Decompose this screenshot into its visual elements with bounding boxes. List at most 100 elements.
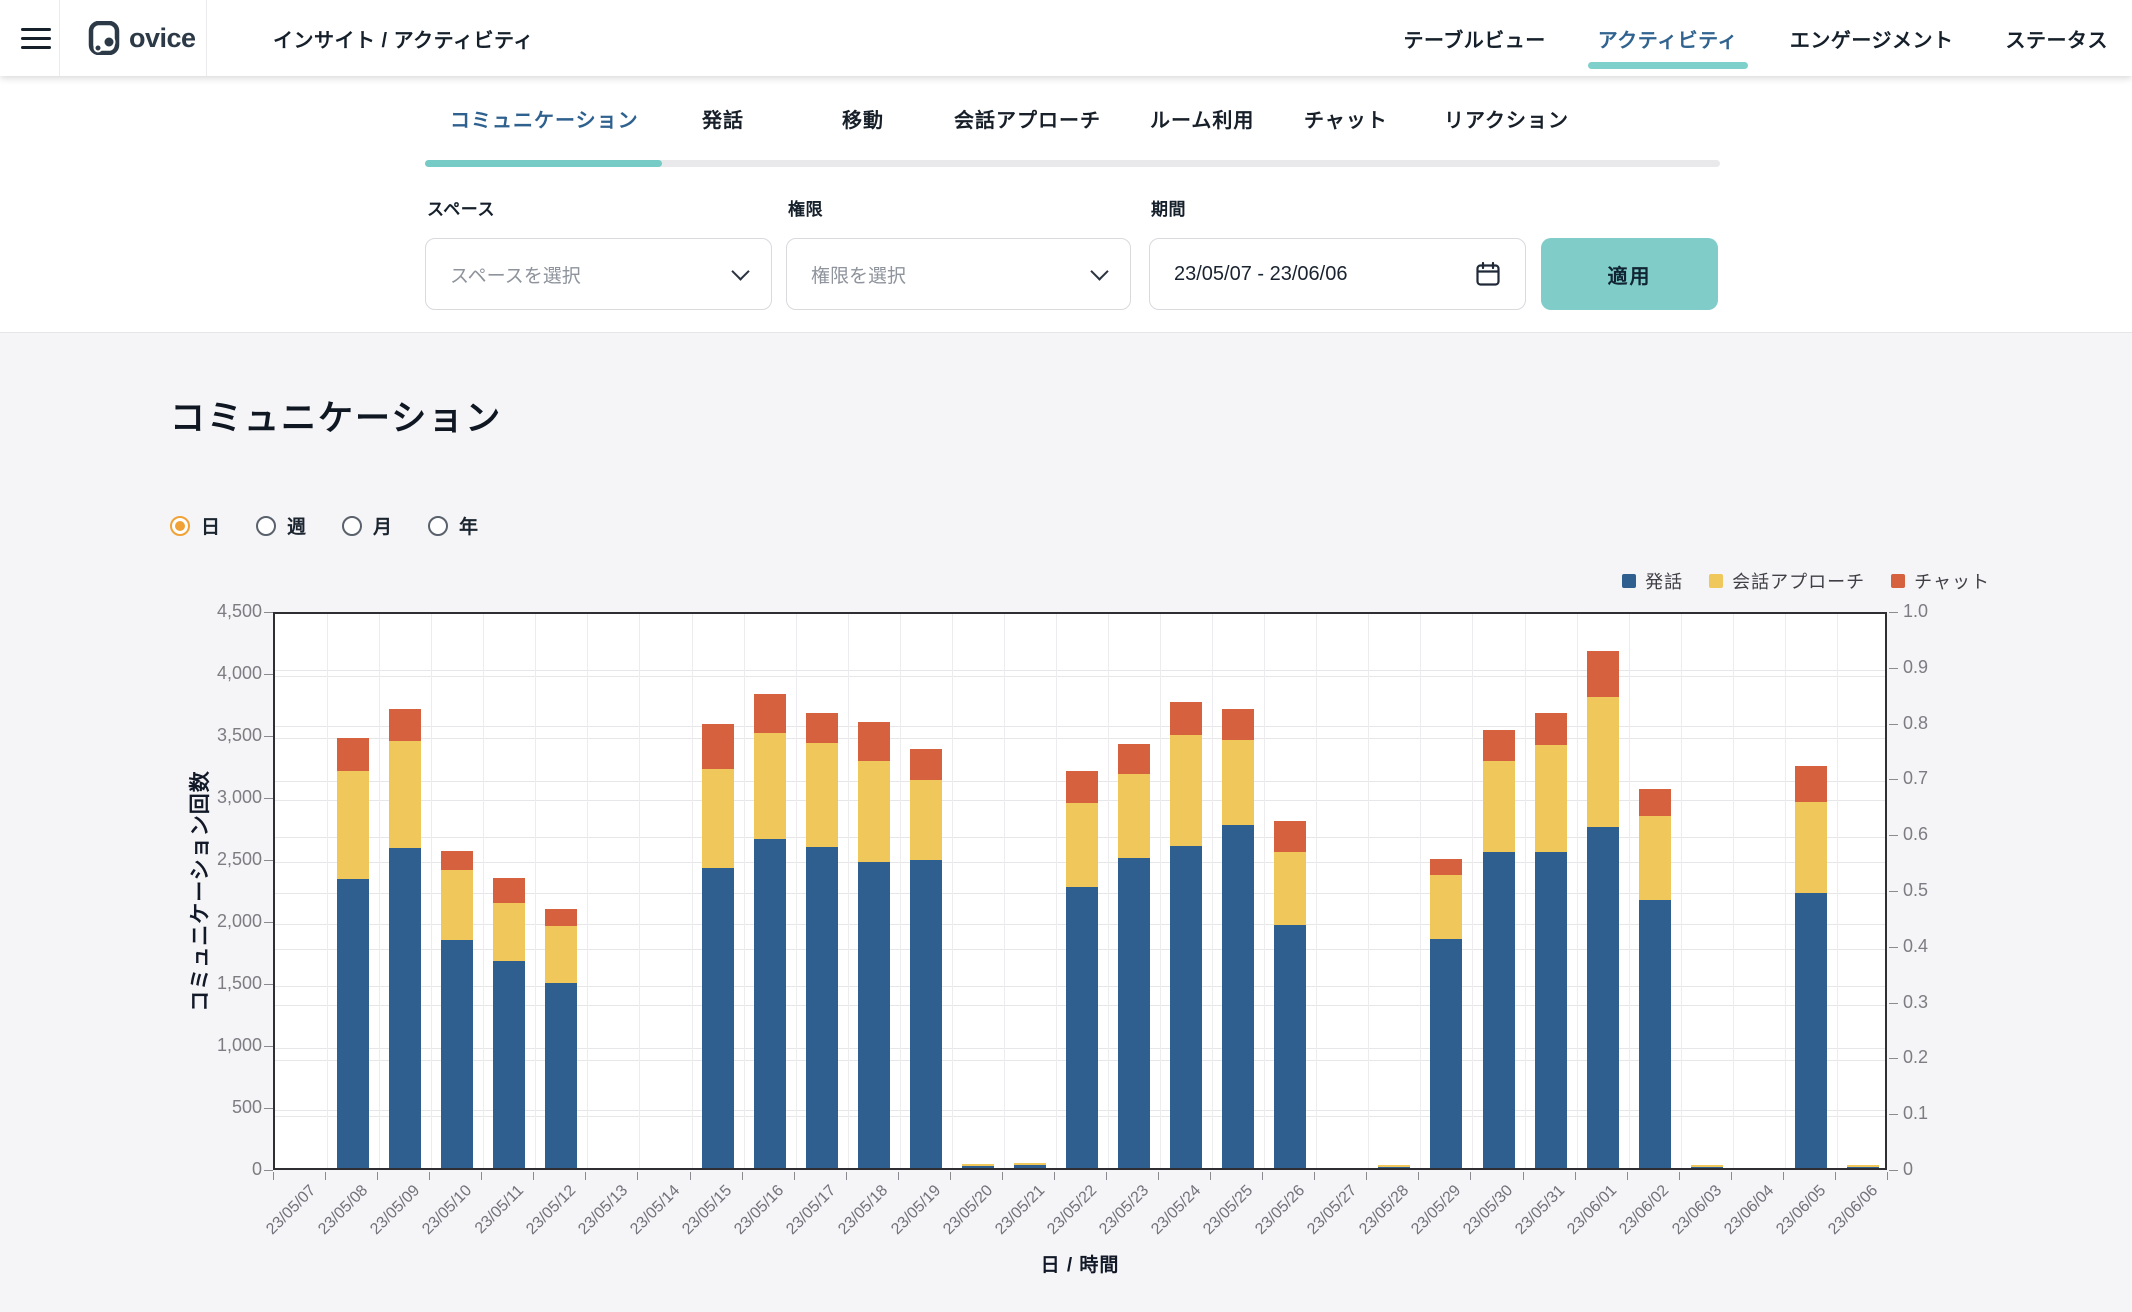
bar-segment-チャット[interactable]: [1170, 701, 1203, 736]
bar-segment-発話[interactable]: [493, 960, 526, 1168]
apply-button[interactable]: 適用: [1541, 238, 1718, 310]
bar-segment-チャット[interactable]: [389, 709, 422, 742]
bar-segment-会話アプローチ[interactable]: [441, 870, 474, 940]
radio-month[interactable]: 月: [342, 512, 392, 539]
bar-segment-会話アプローチ[interactable]: [701, 768, 734, 868]
bar-segment-会話アプローチ[interactable]: [1794, 802, 1827, 893]
subtab-movement[interactable]: 移動: [842, 100, 884, 136]
bar-segment-チャット[interactable]: [805, 712, 838, 743]
bar-segment-発話[interactable]: [337, 879, 370, 1168]
bar-segment-会話アプローチ[interactable]: [961, 1163, 994, 1166]
period-date-range-input[interactable]: 23/05/07 - 23/06/06: [1149, 238, 1526, 310]
bar-segment-会話アプローチ[interactable]: [857, 761, 890, 862]
bar-segment-会話アプローチ[interactable]: [1638, 815, 1671, 901]
gridline: [1836, 614, 1838, 1168]
bar-segment-会話アプローチ[interactable]: [1690, 1164, 1723, 1167]
bar-segment-チャット[interactable]: [1274, 820, 1307, 852]
bar-segment-発話[interactable]: [805, 846, 838, 1168]
bar-segment-発話[interactable]: [389, 848, 422, 1168]
bar-segment-チャット[interactable]: [1482, 730, 1515, 762]
bar-segment-会話アプローチ[interactable]: [1534, 745, 1567, 852]
tab-activity[interactable]: アクティビティ: [1587, 0, 1749, 76]
bar-segment-会話アプローチ[interactable]: [1586, 696, 1619, 827]
bar-segment-チャット[interactable]: [493, 877, 526, 903]
bar-segment-チャット[interactable]: [1794, 766, 1827, 803]
bar-segment-チャット[interactable]: [337, 737, 370, 772]
bar-segment-発話[interactable]: [909, 860, 942, 1168]
bar-segment-会話アプローチ[interactable]: [1118, 773, 1151, 858]
bar-segment-チャット[interactable]: [1430, 859, 1463, 876]
tab-table-view[interactable]: テーブルビュー: [1403, 0, 1545, 76]
bar-segment-チャット[interactable]: [753, 694, 786, 733]
bar-segment-会話アプローチ[interactable]: [909, 779, 942, 861]
bar-segment-チャット[interactable]: [909, 748, 942, 780]
subtab-conversation-approach[interactable]: 会話アプローチ: [954, 100, 1101, 136]
bar-segment-会話アプローチ[interactable]: [389, 741, 422, 849]
bar-segment-発話[interactable]: [1066, 886, 1098, 1168]
bar-segment-チャット[interactable]: [1066, 771, 1098, 804]
bar-segment-発話[interactable]: [1430, 938, 1463, 1168]
bar-segment-会話アプローチ[interactable]: [1846, 1165, 1879, 1168]
bar-segment-発話[interactable]: [1118, 858, 1151, 1168]
subtab-chat[interactable]: チャット: [1304, 100, 1388, 136]
bar-segment-会話アプローチ[interactable]: [493, 902, 526, 961]
bar-segment-チャット[interactable]: [545, 908, 578, 927]
radio-year[interactable]: 年: [428, 512, 478, 539]
bar-segment-会話アプローチ[interactable]: [1013, 1162, 1046, 1165]
bar-segment-発話[interactable]: [1638, 900, 1671, 1168]
subtab-communication[interactable]: コミュニケーション: [450, 100, 639, 136]
bar-segment-発話[interactable]: [441, 939, 474, 1168]
x-axis-tick: [1418, 1172, 1420, 1180]
y-axis-tick: [264, 922, 273, 923]
tab-status[interactable]: ステータス: [2006, 0, 2109, 76]
bar-segment-チャット[interactable]: [1638, 788, 1671, 816]
bar-segment-発話[interactable]: [1534, 851, 1567, 1168]
tab-engagement[interactable]: エンゲージメント: [1790, 0, 1954, 76]
bar-segment-会話アプローチ[interactable]: [1170, 735, 1203, 846]
legend-item-発話[interactable]: 発話: [1622, 568, 1683, 594]
bar-segment-発話[interactable]: [753, 839, 786, 1168]
bar-segment-発話[interactable]: [1274, 924, 1307, 1168]
bar-segment-会話アプローチ[interactable]: [753, 732, 786, 840]
role-select[interactable]: 権限を選択: [786, 238, 1131, 310]
bar-segment-チャット[interactable]: [857, 721, 890, 762]
bar-segment-発話[interactable]: [857, 861, 890, 1168]
bar-segment-発話[interactable]: [961, 1165, 994, 1168]
bar-segment-会話アプローチ[interactable]: [1482, 761, 1515, 852]
radio-day[interactable]: 日: [170, 512, 220, 539]
bar-segment-発話[interactable]: [1222, 824, 1255, 1168]
hamburger-menu-icon[interactable]: [21, 22, 55, 54]
bar-segment-チャット[interactable]: [1118, 743, 1151, 774]
bar-segment-発話[interactable]: [1586, 827, 1619, 1168]
bar-segment-発話[interactable]: [545, 983, 578, 1168]
bar-segment-会話アプローチ[interactable]: [1430, 875, 1463, 939]
bar-segment-会話アプローチ[interactable]: [805, 742, 838, 847]
subtab-reaction[interactable]: リアクション: [1444, 100, 1569, 136]
bar-segment-チャット[interactable]: [1222, 709, 1255, 741]
legend-item-会話アプローチ[interactable]: 会話アプローチ: [1709, 568, 1865, 594]
bar-segment-会話アプローチ[interactable]: [1378, 1164, 1411, 1167]
bar-segment-チャット[interactable]: [1586, 650, 1619, 697]
legend-item-チャット[interactable]: チャット: [1891, 568, 1990, 594]
bar-segment-会話アプローチ[interactable]: [1066, 803, 1098, 887]
bar-segment-会話アプローチ[interactable]: [545, 926, 578, 984]
bar-segment-発話[interactable]: [1794, 892, 1827, 1168]
subtab-speech[interactable]: 発話: [702, 100, 744, 136]
bar-segment-発話[interactable]: [1690, 1166, 1723, 1168]
ovice-logo[interactable]: ovice: [88, 0, 196, 76]
bar-segment-発話[interactable]: [1170, 845, 1203, 1168]
bar-segment-チャット[interactable]: [701, 724, 734, 769]
bar-segment-会話アプローチ[interactable]: [1274, 851, 1307, 925]
bar-segment-発話[interactable]: [1482, 851, 1515, 1168]
bar-segment-発話[interactable]: [1378, 1166, 1411, 1168]
subtab-room-usage[interactable]: ルーム利用: [1150, 100, 1254, 136]
gridline: [1472, 614, 1474, 1168]
bar-segment-チャット[interactable]: [441, 850, 474, 871]
radio-week[interactable]: 週: [256, 512, 306, 539]
bar-segment-発話[interactable]: [1013, 1164, 1046, 1168]
bar-segment-会話アプローチ[interactable]: [1222, 740, 1255, 825]
bar-segment-発話[interactable]: [701, 867, 734, 1168]
space-select[interactable]: スペースを選択: [425, 238, 772, 310]
bar-segment-チャット[interactable]: [1534, 712, 1567, 746]
bar-segment-会話アプローチ[interactable]: [337, 771, 370, 880]
